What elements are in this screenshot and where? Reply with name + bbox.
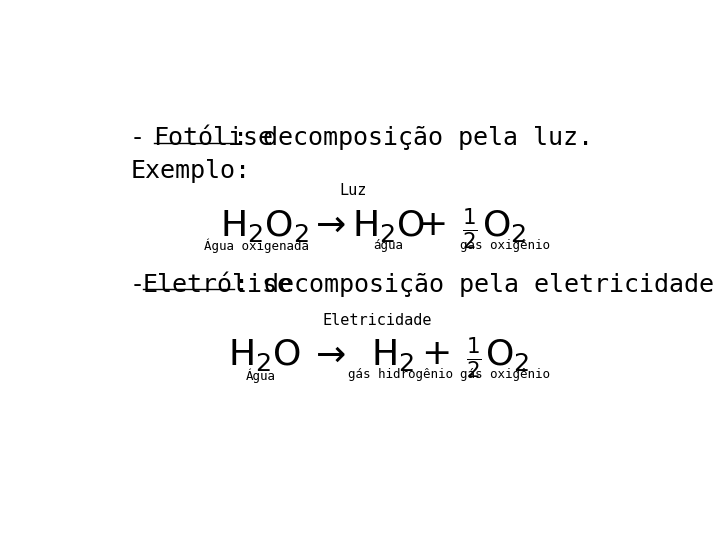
Text: $\mathsf{+}$: $\mathsf{+}$ [417, 208, 445, 242]
Text: -: - [130, 273, 161, 296]
Text: água: água [374, 239, 403, 252]
Text: Fotólise: Fotólise [153, 126, 274, 151]
Text: $\mathsf{\rightarrow}$: $\mathsf{\rightarrow}$ [307, 208, 345, 242]
Text: $\mathsf{\rightarrow}$: $\mathsf{\rightarrow}$ [307, 338, 345, 372]
Text: $\mathsf{O_2}$: $\mathsf{O_2}$ [485, 338, 529, 373]
Text: -: - [130, 126, 175, 151]
Text: $\mathsf{\frac{1}{2}}$: $\mathsf{\frac{1}{2}}$ [462, 206, 477, 252]
Text: Eletricidade: Eletricidade [322, 313, 431, 328]
Text: : decomposição pela eletricidade.: : decomposição pela eletricidade. [234, 273, 720, 296]
Text: $\mathsf{H_2O}$: $\mathsf{H_2O}$ [352, 208, 425, 244]
Text: gás oxigênio: gás oxigênio [459, 239, 549, 252]
Text: Água: Água [246, 368, 276, 383]
Text: gás hidrogênio: gás hidrogênio [348, 368, 452, 381]
Text: Água oxigenada: Água oxigenada [204, 239, 309, 253]
Text: Exemplo:: Exemplo: [130, 159, 251, 183]
Text: Eletrólise: Eletrólise [143, 273, 293, 296]
Text: $\mathsf{H_2}$: $\mathsf{H_2}$ [371, 338, 414, 373]
Text: Luz: Luz [340, 184, 367, 198]
Text: gás oxigênio: gás oxigênio [459, 368, 549, 381]
Text: : decomposição pela luz.: : decomposição pela luz. [233, 126, 593, 151]
Text: $\mathsf{+}$: $\mathsf{+}$ [420, 338, 449, 372]
Text: $\mathsf{H_2O}$: $\mathsf{H_2O}$ [228, 338, 301, 373]
Text: $\mathsf{H_2O_2}$: $\mathsf{H_2O_2}$ [220, 208, 309, 244]
Text: $\mathsf{\frac{1}{2}}$: $\mathsf{\frac{1}{2}}$ [466, 336, 482, 381]
Text: $\mathsf{O_2}$: $\mathsf{O_2}$ [482, 208, 527, 244]
